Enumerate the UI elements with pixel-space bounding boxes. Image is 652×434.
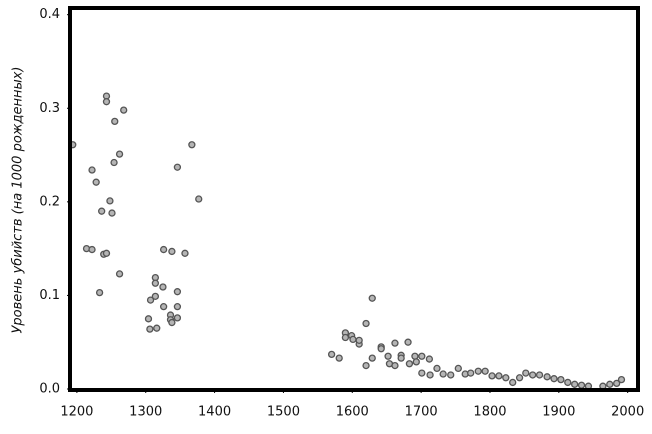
point (173, 314, 182, 322)
point (173, 302, 182, 311)
x-tick-label: 1400 (198, 405, 231, 420)
point (571, 380, 579, 388)
plot-frame (68, 6, 640, 392)
point (153, 324, 161, 332)
point (447, 371, 455, 379)
point (535, 371, 544, 379)
point (397, 354, 405, 362)
point (159, 283, 167, 291)
point (88, 245, 96, 254)
point (159, 302, 168, 311)
point (481, 367, 489, 375)
point (181, 249, 189, 257)
point (144, 315, 153, 323)
point (509, 378, 517, 387)
point (362, 361, 370, 370)
point (95, 288, 104, 297)
point (173, 163, 182, 171)
x-tick-label: 1200 (60, 405, 93, 420)
x-tick-label: 1600 (336, 405, 369, 420)
point (495, 372, 503, 380)
point (368, 354, 376, 362)
y-tick-label: 0.4 (39, 7, 60, 22)
point (349, 335, 357, 344)
point (606, 380, 614, 388)
point (404, 338, 412, 346)
point (168, 318, 176, 327)
point (108, 209, 116, 217)
point (474, 367, 482, 375)
y-axis-label: Уровень убийств (на 1000 рожденных) (11, 66, 26, 333)
point (173, 288, 182, 296)
x-tick-label: 2000 (611, 405, 644, 420)
x-tick-label: 1800 (473, 405, 506, 420)
point (377, 345, 385, 353)
point (327, 350, 336, 359)
point (391, 339, 399, 347)
point (102, 249, 111, 257)
point (577, 381, 586, 389)
point (384, 352, 392, 360)
point (168, 247, 176, 256)
x-tick-label: 1500 (267, 405, 300, 420)
y-tick-label: 0.3 (39, 101, 60, 116)
point (515, 374, 524, 382)
point (146, 325, 154, 333)
point (188, 141, 196, 149)
x-tick-label: 1300 (129, 405, 162, 420)
point (617, 375, 626, 384)
point (362, 319, 370, 328)
point (543, 373, 551, 381)
point (92, 178, 100, 186)
x-tick-label: 1700 (405, 405, 438, 420)
point (159, 245, 168, 254)
point (405, 360, 414, 368)
point (433, 364, 441, 373)
point (115, 150, 124, 158)
point (341, 333, 350, 342)
point (111, 117, 119, 126)
point (355, 336, 363, 344)
point (564, 378, 572, 387)
point (418, 369, 426, 377)
point (98, 207, 106, 215)
point (106, 197, 114, 205)
point (425, 355, 434, 363)
point (488, 372, 496, 380)
point (412, 358, 420, 366)
point (613, 379, 621, 388)
point (467, 369, 475, 377)
point (502, 374, 510, 382)
point (335, 354, 343, 362)
point (368, 294, 376, 302)
point (391, 361, 399, 370)
point (110, 158, 118, 167)
point (195, 195, 203, 203)
point (120, 106, 128, 114)
point (115, 270, 124, 278)
point (557, 375, 565, 384)
y-tick-label: 0.0 (39, 382, 60, 397)
point (151, 292, 160, 301)
point (151, 279, 160, 287)
y-tick-label: 0.2 (39, 194, 60, 209)
point (426, 371, 434, 379)
point (529, 371, 537, 379)
point (439, 370, 447, 378)
point (88, 166, 96, 174)
point (418, 352, 426, 360)
point (550, 375, 558, 383)
y-tick-label: 0.1 (39, 288, 60, 303)
point (102, 98, 111, 106)
point (522, 369, 530, 377)
x-tick-label: 1900 (542, 405, 575, 420)
point (146, 296, 155, 304)
point (454, 364, 462, 373)
